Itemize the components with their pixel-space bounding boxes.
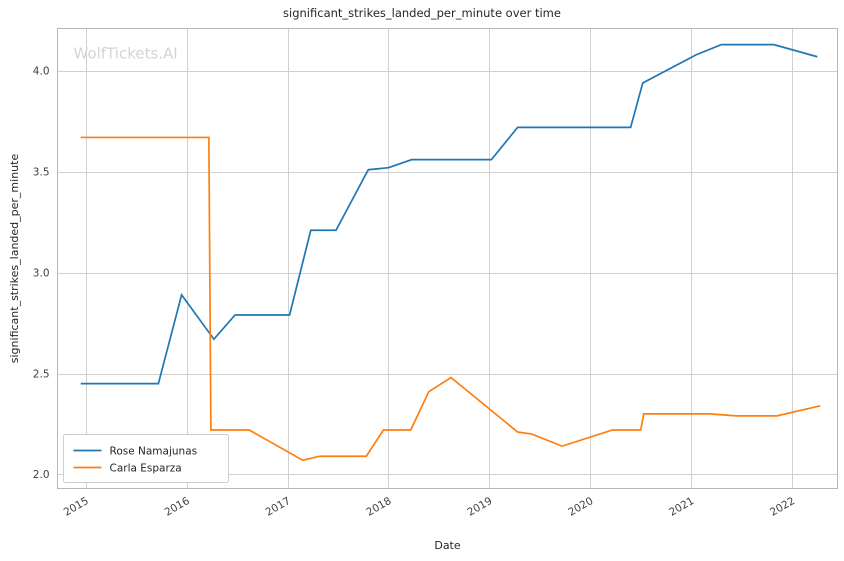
y-tick-label: 2.5 xyxy=(33,368,50,380)
x-axis-label-text: Date xyxy=(434,539,461,552)
legend-entry-label[interactable]: Rose Namajunas xyxy=(110,446,198,458)
plot-area-background xyxy=(57,28,838,489)
x-axis-label: Date xyxy=(434,539,461,552)
chart-legend[interactable]: Rose Namajunas Carla Esparza xyxy=(63,434,229,483)
y-tick-label: 2.0 xyxy=(33,469,50,481)
legend-background xyxy=(63,434,229,483)
chart-title: significant_strikes_landed_per_minute ov… xyxy=(283,6,561,20)
y-axis-ticks: 2.0 2.5 3.0 3.5 4.0 xyxy=(33,66,50,482)
y-tick-label: 3.0 xyxy=(33,267,50,279)
chart-title-text: significant_strikes_landed_per_minute ov… xyxy=(283,6,561,20)
watermark: WolfTickets.AI xyxy=(74,45,178,63)
plot-border xyxy=(56,27,839,490)
plot-frame xyxy=(56,27,839,490)
y-tick-label: 3.5 xyxy=(33,167,50,179)
watermark-label: WolfTickets.AI xyxy=(74,45,178,63)
y-axis-label-text: significant_strikes_landed_per_minute xyxy=(8,154,21,364)
y-tick-label: 4.0 xyxy=(33,66,50,78)
data-series xyxy=(80,43,821,462)
series-line-carla-esparza xyxy=(80,136,821,462)
y-axis-label: significant_strikes_landed_per_minute xyxy=(8,154,21,364)
series-line-rose-namajunas xyxy=(80,43,818,385)
legend-entry-label[interactable]: Carla Esparza xyxy=(110,463,182,475)
plot-background xyxy=(57,28,838,489)
